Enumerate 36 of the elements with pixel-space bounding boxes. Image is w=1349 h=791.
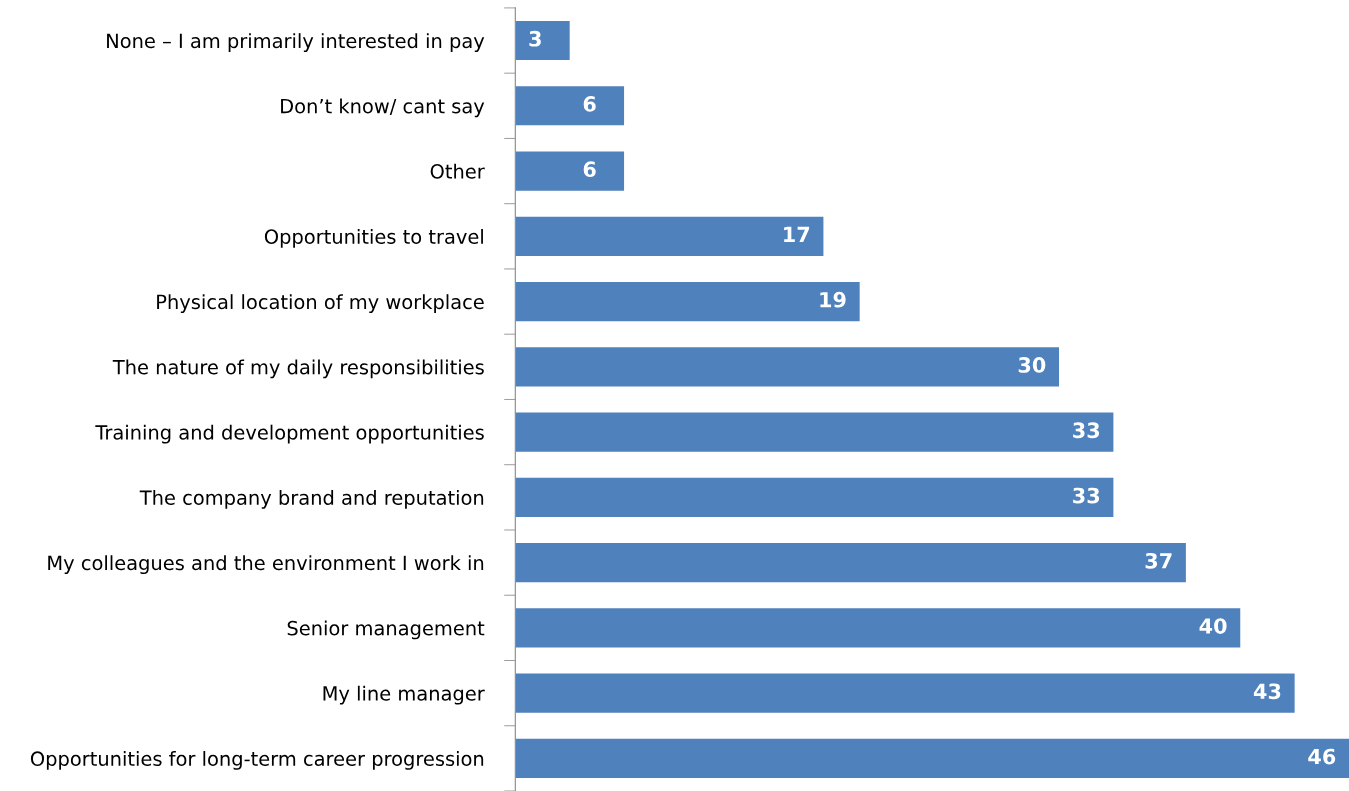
data-label: 37 [1145, 552, 1172, 569]
y-tick-label: Opportunities to travel [264, 228, 483, 248]
bar [515, 86, 625, 126]
bar [515, 20, 570, 61]
bar [515, 412, 1114, 452]
y-tick-label: Don’t know/ cant say [281, 98, 485, 118]
bar [515, 738, 1349, 778]
y-tick-label: My colleagues and the environment I work in [48, 555, 484, 575]
data-label: 46 [1308, 748, 1336, 765]
data-label: 6 [583, 161, 596, 178]
data-label: 17 [784, 226, 810, 243]
bar [515, 477, 1114, 517]
y-tick-label: The company brand and reputation [139, 489, 484, 509]
y-tick-label: My line manager [323, 685, 485, 705]
data-label: 6 [583, 96, 596, 112]
data-label: 33 [1073, 422, 1100, 439]
data-label: 43 [1253, 683, 1281, 700]
bar [515, 543, 1186, 583]
bar [515, 347, 1060, 387]
y-tick-label: The nature of my daily responsibilities [112, 359, 484, 379]
data-label: 33 [1073, 487, 1100, 504]
bar [515, 281, 860, 322]
bar [515, 151, 625, 191]
bar [515, 608, 1241, 648]
bar [515, 673, 1295, 713]
y-tick-label: Training and development opportunities [95, 424, 484, 444]
data-label: 19 [820, 291, 846, 308]
y-tick-label: None – I am primarily interested in pay [107, 33, 485, 52]
data-label: 3 [529, 30, 541, 47]
bar [515, 216, 824, 256]
y-tick-label: Physical location of my workplace [157, 294, 484, 313]
y-tick-label: Opportunities for long-term career progression [30, 750, 484, 770]
y-tick-label: Other [430, 163, 485, 179]
data-label: 40 [1199, 618, 1227, 634]
data-label: 30 [1018, 357, 1046, 373]
y-tick-label: Senior management [287, 620, 485, 640]
